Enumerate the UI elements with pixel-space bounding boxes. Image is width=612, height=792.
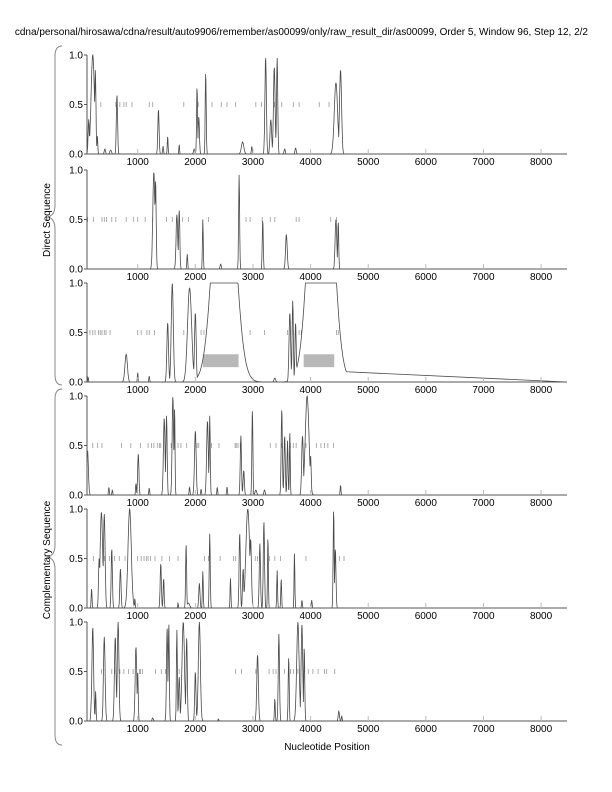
y-tick-label: 1.0 xyxy=(69,51,83,62)
y-tick-label: 1.0 xyxy=(69,618,83,629)
panel-direct-frame-3: 0.0 0.5 1.0 1000 2000 3000 4000 5000 6000 7000 800… xyxy=(69,279,568,396)
x-tick-label: 2000 xyxy=(184,498,207,509)
y-tick-label: 0.5 xyxy=(69,667,83,678)
x-tick-label: 1000 xyxy=(127,724,150,735)
chart-title: cdna/personal/hirosawa/cdna/result/auto9… xyxy=(15,27,589,38)
x-tick-label: 6000 xyxy=(415,498,438,509)
x-tick-label: 3000 xyxy=(242,385,265,396)
gene-region-box xyxy=(202,354,239,368)
y-tick-label: 0.5 xyxy=(69,554,83,565)
x-tick-label: 6000 xyxy=(415,724,438,735)
x-tick-label: 7000 xyxy=(472,272,495,283)
x-tick-label: 8000 xyxy=(530,498,553,509)
x-tick-label: 6000 xyxy=(415,385,438,396)
complementary-sequence-brace xyxy=(46,388,63,746)
x-tick-label: 2000 xyxy=(184,385,207,396)
y-tick-label: 0.0 xyxy=(69,717,83,728)
x-tick-label: 3000 xyxy=(242,724,265,735)
x-tick-label: 5000 xyxy=(357,724,380,735)
gene-region-box xyxy=(303,354,335,368)
probability-curve xyxy=(87,507,567,609)
x-tick-label: 1000 xyxy=(127,611,150,622)
panel-direct-frame-1: 0.0 0.5 1.0 1000 2000 3000 4000 5000 6000 7000 800… xyxy=(69,51,567,168)
x-tick-label: 3000 xyxy=(242,157,265,168)
x-tick-label: 2000 xyxy=(184,272,207,283)
y-tick-label: 0.5 xyxy=(69,215,83,226)
x-tick-label: 7000 xyxy=(472,385,495,396)
complementary-sequence-label: Complementary Sequence xyxy=(42,500,53,619)
x-tick-label: 4000 xyxy=(299,157,322,168)
direct-sequence-label: Direct Sequence xyxy=(42,183,53,257)
x-tick-label: 6000 xyxy=(415,157,438,168)
x-tick-label: 7000 xyxy=(472,498,495,509)
y-tick-label: 0.0 xyxy=(69,150,83,161)
probability-curve xyxy=(86,394,567,496)
x-tick-label: 7000 xyxy=(472,724,495,735)
x-tick-label: 3000 xyxy=(242,611,265,622)
x-tick-label: 8000 xyxy=(530,157,553,168)
x-tick-label: 5000 xyxy=(357,272,380,283)
x-axis-label: Nucleotide Position xyxy=(284,742,370,753)
y-tick-label: 0.0 xyxy=(69,265,83,276)
x-tick-label: 8000 xyxy=(530,611,553,622)
x-tick-label: 4000 xyxy=(299,498,322,509)
y-tick-label: 1.0 xyxy=(69,505,83,516)
y-tick-label: 0.0 xyxy=(69,378,83,389)
x-tick-label: 4000 xyxy=(299,611,322,622)
x-tick-label: 2000 xyxy=(184,611,207,622)
x-tick-label: 4000 xyxy=(299,272,322,283)
probability-curve xyxy=(87,172,567,270)
x-tick-label: 3000 xyxy=(242,272,265,283)
x-tick-label: 8000 xyxy=(530,272,553,283)
x-tick-label: 8000 xyxy=(530,385,553,396)
x-tick-label: 6000 xyxy=(415,272,438,283)
x-tick-label: 7000 xyxy=(472,157,495,168)
panel-direct-frame-2: 0.0 0.5 1.0 1000 2000 3000 4000 5000 6000 7000 800… xyxy=(69,166,567,283)
x-tick-label: 8000 xyxy=(530,724,553,735)
x-tick-label: 1000 xyxy=(127,498,150,509)
x-tick-label: 5000 xyxy=(357,611,380,622)
direct-sequence-brace xyxy=(46,45,63,386)
x-tick-label: 6000 xyxy=(415,611,438,622)
panel-complementary-frame-1: 0.0 0.5 1.0 1000 2000 3000 4000 5000 6000 7000 800… xyxy=(69,392,567,509)
x-tick-label: 5000 xyxy=(357,385,380,396)
y-tick-label: 1.0 xyxy=(69,392,83,403)
x-tick-label: 4000 xyxy=(299,385,322,396)
x-tick-label: 2000 xyxy=(184,157,207,168)
x-tick-label: 7000 xyxy=(472,611,495,622)
x-tick-label: 3000 xyxy=(242,498,265,509)
y-tick-label: 1.0 xyxy=(69,279,83,290)
y-tick-label: 0.0 xyxy=(69,604,83,615)
x-tick-label: 1000 xyxy=(127,272,150,283)
panel-complementary-frame-2: 0.0 0.5 1.0 1000 2000 3000 4000 5000 6000 7000 800… xyxy=(69,505,567,622)
y-tick-label: 0.0 xyxy=(69,491,83,502)
x-tick-label: 4000 xyxy=(299,724,322,735)
y-tick-label: 0.5 xyxy=(69,100,83,111)
x-tick-label: 1000 xyxy=(127,157,150,168)
probability-curve xyxy=(86,53,567,155)
panel-complementary-frame-3: 0.0 0.5 1.0 1000 2000 3000 4000 5000 6000 7000 800… xyxy=(69,618,567,735)
x-tick-label: 5000 xyxy=(357,498,380,509)
y-tick-label: 1.0 xyxy=(69,166,83,177)
x-tick-label: 2000 xyxy=(184,724,207,735)
y-tick-label: 0.5 xyxy=(69,441,83,452)
x-tick-label: 5000 xyxy=(357,157,380,168)
x-tick-label: 1000 xyxy=(127,385,150,396)
y-tick-label: 0.5 xyxy=(69,328,83,339)
